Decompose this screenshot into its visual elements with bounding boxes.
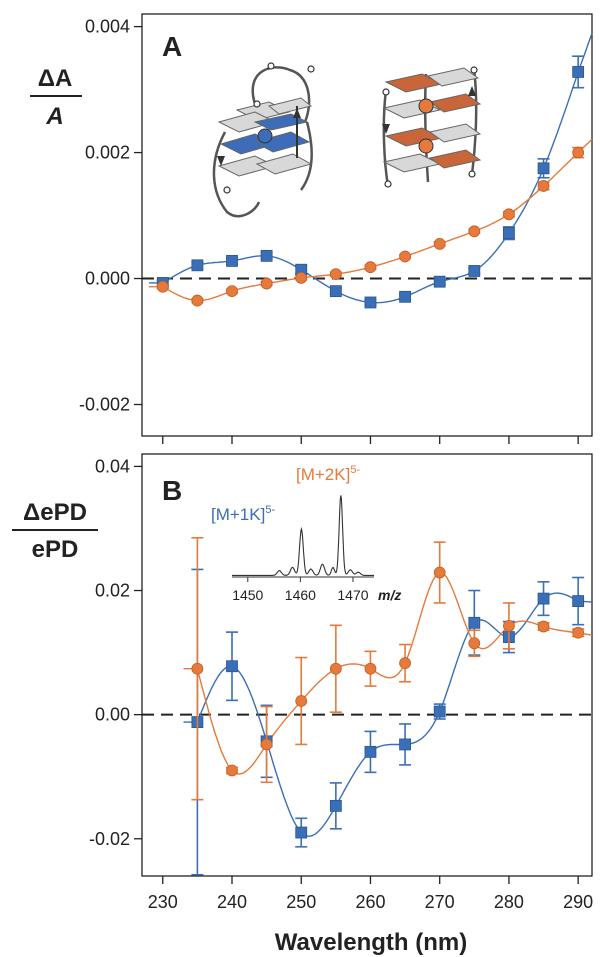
panel-a-data-points xyxy=(156,55,585,309)
panel-b-y-axis: 0.04 0.02 0.00 -0.02 xyxy=(89,456,142,849)
blue-square-marker xyxy=(572,66,585,78)
x-tick-label: 230 xyxy=(148,892,178,912)
blue-fit-curve xyxy=(183,592,593,838)
orange-fit-curve xyxy=(183,571,593,775)
orange-circle-marker xyxy=(572,626,585,639)
panel-a-label: A xyxy=(162,31,182,62)
inset-x-tick-label: 1470 xyxy=(337,587,368,603)
blue-square-marker xyxy=(537,592,550,605)
x-tick-label: 250 xyxy=(286,892,316,912)
blue-square-marker xyxy=(226,660,238,673)
blue-square-marker xyxy=(572,595,585,607)
inset-label-m1k: [M+1K]5- xyxy=(211,504,275,524)
blue-square-marker xyxy=(295,826,308,839)
inset-label-m2k: [M+2K]5- xyxy=(296,464,360,484)
blue-square-marker xyxy=(399,290,411,303)
orange-circle-marker xyxy=(329,268,342,281)
orange-circle-marker xyxy=(191,294,204,307)
x-tick-label: 240 xyxy=(217,892,247,912)
blue-square-marker xyxy=(329,799,342,812)
blue-square-marker xyxy=(329,285,342,298)
blue-square-marker xyxy=(468,616,481,629)
panel-b-x-axis: 230 240 250 260 270 280 290 xyxy=(148,876,593,912)
panel-a-ylabel: ΔA A xyxy=(30,65,82,130)
panel-a-y-axis: 0.004 0.002 0.000 -0.002 xyxy=(79,17,142,415)
orange-circle-marker xyxy=(329,662,342,675)
orange-circle-marker xyxy=(399,250,411,263)
blue-square-marker xyxy=(468,265,481,277)
x-tick-label: 270 xyxy=(425,892,455,912)
x-tick-label: 290 xyxy=(563,892,593,912)
orange-circle-marker xyxy=(468,225,481,238)
orange-circle-marker xyxy=(537,620,550,633)
blue-square-marker xyxy=(364,745,377,758)
panel-b-ylabel-bottom: ePD xyxy=(32,536,79,563)
inset-mass-spectrum: [M+2K]5- [M+1K]5- 1450 1460 1470 m/z xyxy=(211,464,401,603)
blue-square-marker xyxy=(260,249,273,262)
orange-circle-marker xyxy=(295,695,308,707)
blue-square-marker xyxy=(191,259,204,272)
x-tick-label: 280 xyxy=(494,892,524,912)
y-tick-label: 0.002 xyxy=(85,143,130,163)
y-tick-label: 0.00 xyxy=(95,705,130,725)
orange-circle-marker xyxy=(226,285,238,298)
inset-spectrum-trace xyxy=(232,495,374,576)
panel-a-ylabel-bottom: A xyxy=(45,103,63,130)
blue-square-marker xyxy=(503,227,515,240)
inset-x-ticks: 1450 1460 1470 xyxy=(232,577,369,603)
panel-b-ylabel: ΔePD ePD xyxy=(12,499,98,563)
orange-circle-marker xyxy=(399,657,411,670)
panel-b-label: B xyxy=(162,475,182,506)
panel-b-fit-curves xyxy=(183,571,593,838)
inset-x-tick-label: 1450 xyxy=(232,587,263,603)
panel-b: B ΔePD ePD 0.04 0.02 0.00 -0.02 230 240 250 26… xyxy=(12,453,593,956)
panel-b-data-points xyxy=(191,536,585,876)
panel-a: A ΔA A 0.004 0.002 0.000 -0.002 xyxy=(30,13,593,444)
inset-unit-label: m/z xyxy=(378,587,401,603)
orange-circle-marker xyxy=(295,272,308,284)
y-tick-label: 0.02 xyxy=(95,581,130,601)
y-tick-label: 0.000 xyxy=(85,269,130,289)
y-tick-label: 0.004 xyxy=(85,17,130,37)
y-tick-label: -0.02 xyxy=(89,829,130,849)
x-tick-label: 260 xyxy=(355,892,385,912)
panel-a-ylabel-top: ΔA xyxy=(38,65,73,92)
orange-circle-marker xyxy=(433,566,446,579)
panel-a-frame xyxy=(141,13,593,437)
orange-circle-marker xyxy=(433,237,446,250)
y-tick-label: -0.002 xyxy=(79,395,130,415)
orange-circle-marker xyxy=(260,277,273,290)
orange-circle-marker xyxy=(503,208,515,221)
x-axis-title: Wavelength (nm) xyxy=(275,929,467,956)
orange-circle-marker xyxy=(364,662,377,675)
g-quadruplex-structure-blue xyxy=(212,62,315,218)
blue-square-marker xyxy=(226,255,238,267)
blue-square-marker xyxy=(364,296,377,309)
orange-circle-marker xyxy=(537,180,550,192)
orange-circle-marker xyxy=(503,620,515,632)
inset-x-tick-label: 1460 xyxy=(285,587,316,603)
panel-b-ylabel-top: ΔePD xyxy=(23,499,87,526)
orange-circle-marker xyxy=(572,146,585,159)
y-tick-label: 0.04 xyxy=(95,456,130,476)
blue-square-marker xyxy=(433,275,446,288)
g-quadruplex-structure-orange xyxy=(382,66,482,188)
panel-a-x-ticks xyxy=(162,436,579,444)
blue-square-marker xyxy=(399,738,411,751)
panel-b-frame xyxy=(141,453,593,877)
orange-circle-marker xyxy=(191,662,204,675)
orange-circle-marker xyxy=(156,280,169,293)
orange-circle-marker xyxy=(260,738,273,751)
blue-square-marker xyxy=(433,705,446,718)
orange-circle-marker xyxy=(468,637,481,650)
orange-circle-marker xyxy=(226,764,238,777)
blue-square-marker xyxy=(537,162,550,175)
orange-circle-marker xyxy=(364,261,377,274)
